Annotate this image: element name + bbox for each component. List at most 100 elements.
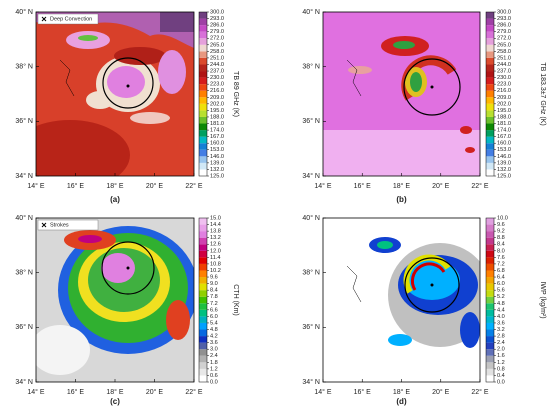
colorbar-tick-label: 216.0	[210, 88, 224, 94]
x-tick-label: 20° E	[432, 182, 450, 190]
colorbar-band	[486, 90, 494, 98]
colorbar-band	[486, 368, 494, 376]
panel-label: (b)	[396, 195, 407, 204]
colorbar-tick-label: 6.6	[210, 307, 218, 313]
colorbar-band	[199, 303, 207, 310]
colorbar-tick-label: 6.8	[497, 268, 505, 274]
colorbar-band	[199, 130, 207, 137]
colorbar-tick-label: 230.0	[210, 75, 224, 81]
colorbar-tick-label: 2.8	[497, 334, 505, 340]
y-tick-label: 40° N	[15, 8, 33, 16]
field-c	[36, 218, 194, 382]
colorbar-tick-label: 0.0	[210, 379, 218, 385]
colorbar-tick-label: 286.0	[497, 23, 511, 29]
colorbar-band	[199, 375, 207, 382]
colorbar-band	[199, 18, 207, 26]
colorbar-tick-label: 5.6	[497, 288, 505, 294]
colorbar-tick-label: 146.0	[497, 154, 511, 160]
x-tick-label: 18° E	[106, 388, 124, 396]
colorbar-band	[486, 71, 494, 78]
colorbar-band	[486, 309, 494, 317]
colorbar-tick-label: 10.2	[210, 268, 221, 274]
colorbar-band	[199, 103, 207, 111]
x-tick-label: 18° E	[393, 182, 411, 190]
colorbar-tick-label: 160.0	[497, 141, 511, 147]
colorbar-tick-label: 258.0	[210, 49, 224, 55]
colorbar-band	[486, 277, 494, 284]
legend-marker	[41, 222, 47, 228]
x-tick-label: 14° E	[27, 182, 45, 190]
colorbar-tick-label: 195.0	[210, 108, 224, 114]
colorbar-band	[199, 90, 207, 98]
colorbar-band	[199, 149, 207, 157]
colorbar-tick-label: 2.4	[210, 353, 218, 359]
colorbar-band	[199, 362, 207, 369]
colorbar-band	[486, 296, 494, 304]
colorbar-band	[199, 263, 207, 271]
colorbar-tick-label: 4.4	[497, 307, 505, 313]
colorbar-tick-label: 13.2	[210, 235, 221, 241]
colorbar-band	[199, 368, 207, 376]
colorbar-tick-label: 272.0	[210, 36, 224, 42]
x-tick-label: 14° E	[27, 388, 45, 396]
x-tick-label: 18° E	[106, 182, 124, 190]
colorbar-tick-label: 7.2	[497, 261, 505, 267]
colorbar-label: TB 183.3±7 GHz (K)	[539, 62, 546, 125]
colorbar-band	[199, 110, 207, 117]
colorbar-tick-label: 146.0	[210, 154, 224, 160]
colorbar-band	[199, 309, 207, 317]
colorbar-tick-label: 1.2	[497, 360, 505, 366]
y-tick-label: 34° N	[302, 378, 320, 386]
colorbar-tick-label: 258.0	[497, 49, 511, 55]
colorbar-tick-label: 237.0	[210, 69, 224, 75]
y-tick-label: 40° N	[302, 8, 320, 16]
colorbar-tick-label: 251.0	[210, 55, 224, 61]
colorbar-tick-label: 223.0	[210, 82, 224, 88]
colorbar-band	[199, 218, 207, 225]
colorbar-tick-label: 5.2	[497, 294, 505, 300]
colorbar-band	[199, 136, 207, 144]
x-tick-label: 20° E	[146, 388, 164, 396]
field-a	[36, 12, 194, 176]
colorbar-tick-label: 3.2	[497, 327, 505, 333]
colorbar-tick-label: 251.0	[497, 55, 511, 61]
colorbar-frame	[485, 11, 495, 177]
colorbar-band	[199, 329, 207, 337]
colorbar-band	[199, 25, 207, 32]
colorbar-band	[486, 84, 494, 91]
y-tick-label: 38° N	[15, 63, 33, 71]
colorbar-band	[486, 250, 494, 258]
colorbar-tick-label: 12.0	[210, 248, 221, 254]
colorbar-band	[199, 290, 207, 297]
colorbar-frame	[198, 11, 208, 177]
colorbar-tick-label: 3.6	[210, 340, 218, 346]
colorbar-tick-label: 2.4	[497, 340, 505, 346]
colorbar-band	[199, 31, 207, 39]
colorbar-tick-label: 279.0	[497, 29, 511, 35]
colorbar-tick-label: 12.6	[210, 242, 221, 248]
colorbar-band	[199, 270, 207, 278]
colorbar-tick-label: 1.8	[210, 360, 218, 366]
colorbar-tick-label: 4.8	[497, 301, 505, 307]
y-tick-label: 36° N	[302, 117, 320, 125]
colorbar-band	[486, 25, 494, 32]
colorbar-tick-label: 132.0	[497, 167, 511, 173]
colorbar-tick-label: 174.0	[210, 128, 224, 134]
colorbar-band	[199, 116, 207, 124]
field-d	[323, 218, 480, 382]
colorbar-band	[199, 44, 207, 52]
colorbar-tick-label: 0.4	[497, 373, 505, 379]
colorbar-tick-label: 244.0	[210, 62, 224, 68]
panel-label: (a)	[110, 195, 120, 204]
y-tick-label: 38° N	[302, 63, 320, 71]
colorbar-tick-label: 132.0	[210, 167, 224, 173]
colorbar-band	[199, 169, 207, 176]
x-tick-label: 22° E	[185, 388, 203, 396]
colorbar-band	[486, 162, 494, 170]
colorbar-tick-label: 188.0	[497, 114, 511, 120]
center-dots	[126, 84, 434, 287]
colorbar-tick-label: 1.6	[497, 353, 505, 359]
colorbar-tick-label: 188.0	[210, 114, 224, 120]
colorbar-tick-label: 293.0	[210, 16, 224, 22]
legend-box	[37, 219, 99, 231]
